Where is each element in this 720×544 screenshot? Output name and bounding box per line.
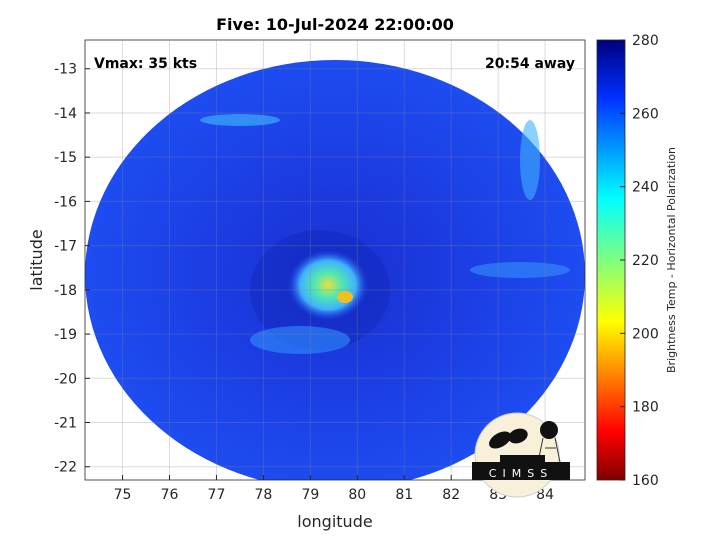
x-axis-label: longitude: [297, 512, 372, 531]
y-tick-label: -18: [54, 283, 77, 299]
colorbar-tick-label: 260: [632, 106, 659, 122]
x-tick-label: 75: [114, 487, 132, 503]
grid: [85, 40, 585, 480]
y-tick-label: -15: [54, 150, 77, 166]
age-label: 20:54 away: [485, 56, 575, 72]
x-tick-label: 80: [348, 487, 366, 503]
y-tick-label: -17: [54, 239, 77, 255]
plot-title: Five: 10-Jul-2024 22:00:00: [216, 15, 454, 34]
colorbar-tick-label: 220: [632, 253, 659, 269]
colorbar-label: Brightness Temp - Horizontal Polarizatio…: [665, 147, 678, 373]
x-tick-label: 76: [161, 487, 179, 503]
satellite-swath: [85, 60, 585, 480]
x-axis: 75 76 77 78 79 80 81 82 83 84: [114, 475, 554, 503]
y-tick-label: -19: [54, 327, 77, 343]
y-tick-label: -22: [54, 460, 77, 476]
vmax-label: Vmax: 35 kts: [94, 56, 197, 72]
y-tick-label: -20: [54, 371, 77, 387]
colorbar-tick-label: 180: [632, 400, 659, 416]
colorbar-tick-label: 280: [632, 33, 659, 49]
y-tick-label: -21: [54, 416, 77, 432]
y-axis-label: latitude: [27, 229, 46, 290]
y-tick-label: -14: [54, 106, 77, 122]
plot-area: [84, 39, 586, 481]
x-tick-label: 82: [442, 487, 460, 503]
x-tick-label: 78: [254, 487, 272, 503]
colorbar-tick-label: 200: [632, 326, 659, 342]
cimss-logo: CIMSS: [472, 412, 570, 498]
colorbar-tick-label: 160: [632, 473, 659, 489]
colorbar-ticks: 160 180 200 220 240 260 280: [620, 33, 659, 489]
colorbar-tick-label: 240: [632, 180, 659, 196]
logo-text: CIMSS: [489, 467, 553, 480]
x-tick-label: 77: [208, 487, 226, 503]
y-axis: -13 -14 -15 -16 -17 -18 -19 -20 -21 -22: [54, 62, 90, 476]
y-tick-label: -16: [54, 194, 77, 210]
x-tick-label: 81: [395, 487, 413, 503]
y-tick-label: -13: [54, 62, 77, 78]
x-tick-label: 84: [536, 487, 554, 503]
x-tick-label: 79: [301, 487, 319, 503]
